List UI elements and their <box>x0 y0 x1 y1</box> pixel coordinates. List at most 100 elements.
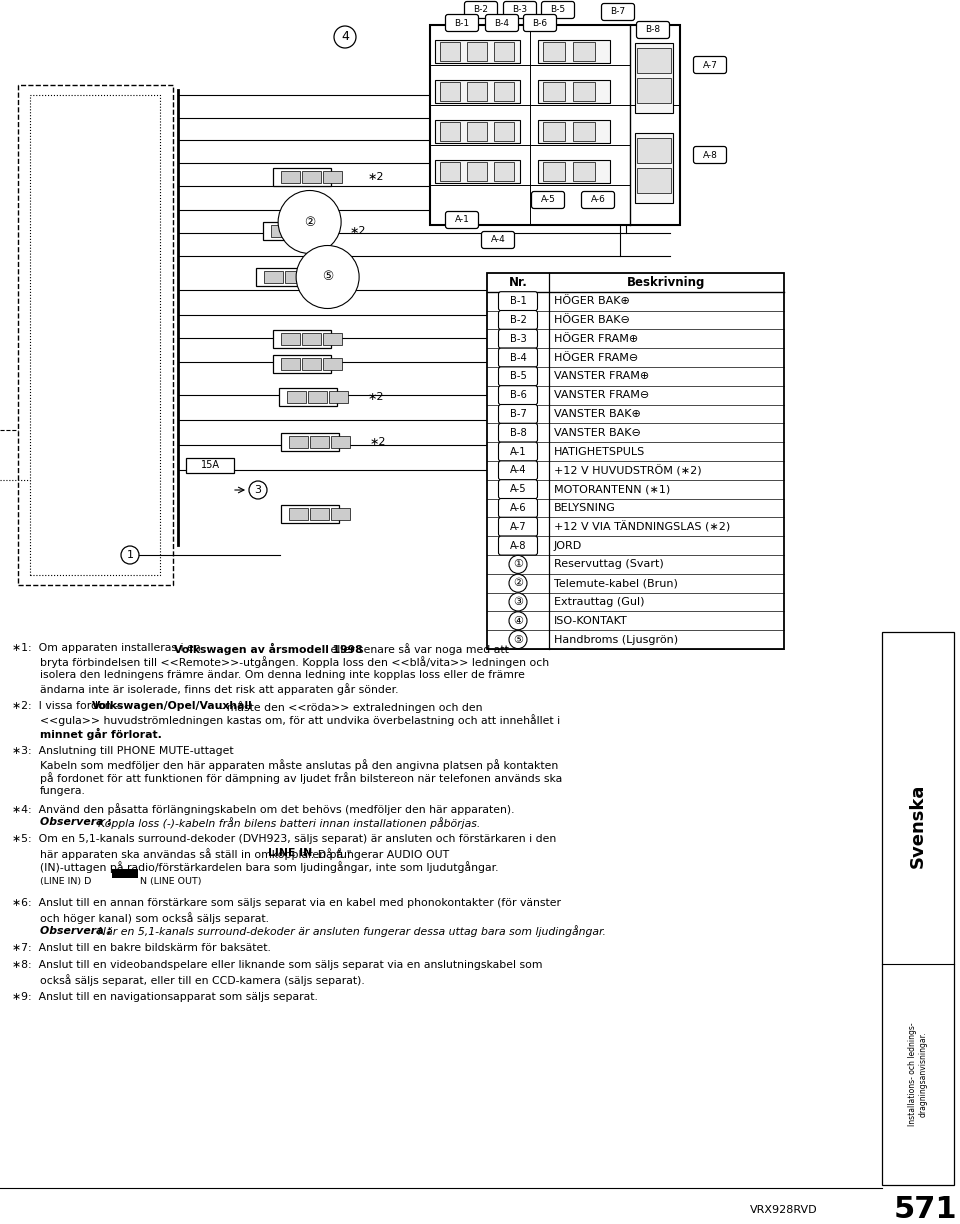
Text: +12 V HUVUDSTRÖM (∗2): +12 V HUVUDSTRÖM (∗2) <box>554 465 702 476</box>
Bar <box>467 42 487 61</box>
Bar <box>538 120 610 143</box>
Text: <<gula>> huvudströmledningen kastas om, för att undvika överbelastning och att i: <<gula>> huvudströmledningen kastas om, … <box>40 715 560 726</box>
Text: ". Då fungerar AUDIO OUT: ". Då fungerar AUDIO OUT <box>306 848 449 860</box>
Text: minnet går förlorat.: minnet går förlorat. <box>40 728 162 741</box>
Text: Reservuttag (Svart): Reservuttag (Svart) <box>554 559 663 569</box>
Bar <box>256 268 314 286</box>
Text: B-6: B-6 <box>533 18 547 27</box>
Bar <box>281 506 339 523</box>
Bar <box>302 333 321 345</box>
Bar <box>331 508 350 520</box>
Bar <box>271 225 290 237</box>
Text: HÖGER BAK⊕: HÖGER BAK⊕ <box>554 296 630 306</box>
Bar <box>435 160 520 184</box>
Text: 1: 1 <box>127 550 133 561</box>
Bar <box>543 122 565 141</box>
Bar <box>538 80 610 103</box>
Text: fungera.: fungera. <box>40 786 85 796</box>
Text: A-7: A-7 <box>703 60 717 70</box>
Bar <box>543 42 565 61</box>
FancyBboxPatch shape <box>523 15 557 32</box>
Text: ②: ② <box>304 215 315 229</box>
Bar <box>281 357 300 370</box>
Bar <box>494 42 514 61</box>
Text: ∗3:  Anslutning till PHONE MUTE-uttaget: ∗3: Anslutning till PHONE MUTE-uttaget <box>12 745 233 755</box>
Text: A-5: A-5 <box>510 485 526 494</box>
Circle shape <box>509 574 527 592</box>
Bar <box>573 42 595 61</box>
FancyBboxPatch shape <box>498 424 538 442</box>
Text: och höger kanal) som också säljs separat.: och höger kanal) som också säljs separat… <box>40 912 269 924</box>
Bar <box>323 357 342 370</box>
Bar <box>273 355 331 373</box>
Circle shape <box>509 556 527 573</box>
Bar <box>263 222 321 240</box>
Text: B-6: B-6 <box>510 390 526 400</box>
Bar <box>440 122 460 141</box>
Bar <box>302 357 321 370</box>
FancyBboxPatch shape <box>445 15 478 32</box>
Text: Nr.: Nr. <box>509 275 527 289</box>
Text: ∗1:  Om apparaten installeras i en: ∗1: Om apparaten installeras i en <box>12 643 204 652</box>
Text: B-1: B-1 <box>510 296 526 306</box>
Bar <box>112 869 138 878</box>
Bar <box>287 390 306 403</box>
Text: ∗2: ∗2 <box>368 392 385 401</box>
Text: ∗8:  Anslut till en videobandspelare eller liknande som säljs separat via en ans: ∗8: Anslut till en videobandspelare elle… <box>12 961 542 971</box>
Text: här apparaten ska användas så ställ in omkopplaren på ": här apparaten ska användas så ställ in o… <box>40 848 351 860</box>
Bar <box>186 458 234 472</box>
Text: Koppla loss (-)-kabeln från bilens batteri innan installationen påbörjas.: Koppla loss (-)-kabeln från bilens batte… <box>98 816 480 829</box>
Bar <box>279 388 337 406</box>
Text: A-7: A-7 <box>510 521 526 531</box>
Circle shape <box>249 481 267 499</box>
Text: HÖGER FRAM⊕: HÖGER FRAM⊕ <box>554 334 638 344</box>
Bar <box>882 632 954 1185</box>
Text: B-3: B-3 <box>513 5 528 15</box>
Text: bryta förbindelsen till <<Remote>>-utgången. Koppla loss den <<blå/vita>> lednin: bryta förbindelsen till <<Remote>>-utgån… <box>40 656 549 668</box>
Text: ∗9:  Anslut till en navigationsapparat som säljs separat.: ∗9: Anslut till en navigationsapparat so… <box>12 991 318 1001</box>
Circle shape <box>509 592 527 611</box>
Bar <box>494 122 514 141</box>
Text: ∗2:  I vissa fordon --: ∗2: I vissa fordon -- <box>12 701 127 711</box>
Text: B-7: B-7 <box>611 7 626 16</box>
Bar <box>467 82 487 102</box>
Bar <box>273 168 331 186</box>
Text: ②: ② <box>513 578 523 589</box>
Text: Svenska: Svenska <box>909 783 927 868</box>
Text: också säljs separat, eller till en CCD-kamera (säljs separat).: också säljs separat, eller till en CCD-k… <box>40 974 365 985</box>
Text: eller senare så var noga med att: eller senare så var noga med att <box>327 643 509 655</box>
Bar <box>467 122 487 141</box>
FancyBboxPatch shape <box>486 15 518 32</box>
Bar <box>573 122 595 141</box>
Bar <box>543 82 565 102</box>
Bar <box>323 333 342 345</box>
Text: VRX928RVD: VRX928RVD <box>750 1204 818 1215</box>
Bar <box>637 138 671 163</box>
Text: B-4: B-4 <box>510 353 526 362</box>
Text: 15A: 15A <box>201 460 220 470</box>
FancyBboxPatch shape <box>602 4 635 21</box>
Circle shape <box>334 26 356 48</box>
Bar <box>573 162 595 181</box>
Text: B-2: B-2 <box>510 315 526 326</box>
Text: A-4: A-4 <box>510 465 526 475</box>
Bar <box>635 43 673 113</box>
FancyBboxPatch shape <box>498 311 538 329</box>
Text: Kabeln som medföljer den här apparaten måste anslutas på den angivna platsen på : Kabeln som medföljer den här apparaten m… <box>40 759 559 771</box>
Bar <box>538 40 610 62</box>
Text: A-1: A-1 <box>455 215 469 224</box>
Bar <box>331 436 350 448</box>
Bar <box>302 171 321 184</box>
Bar <box>494 162 514 181</box>
Bar <box>538 160 610 184</box>
FancyBboxPatch shape <box>693 56 727 73</box>
Text: Volkswagen/Opel/Vauxhall: Volkswagen/Opel/Vauxhall <box>92 701 252 711</box>
Text: B-5: B-5 <box>510 371 526 382</box>
Text: LINE IN: LINE IN <box>268 848 312 858</box>
Text: ∗4:  Använd den påsatta förlängningskabeln om det behövs (medföljer den här appa: ∗4: Använd den påsatta förlängningskabel… <box>12 803 515 815</box>
Text: ⑤: ⑤ <box>513 634 523 645</box>
Text: B-8: B-8 <box>645 26 660 34</box>
Text: (LINE IN) D: (LINE IN) D <box>40 878 91 886</box>
Bar <box>440 162 460 181</box>
Bar <box>435 80 520 103</box>
